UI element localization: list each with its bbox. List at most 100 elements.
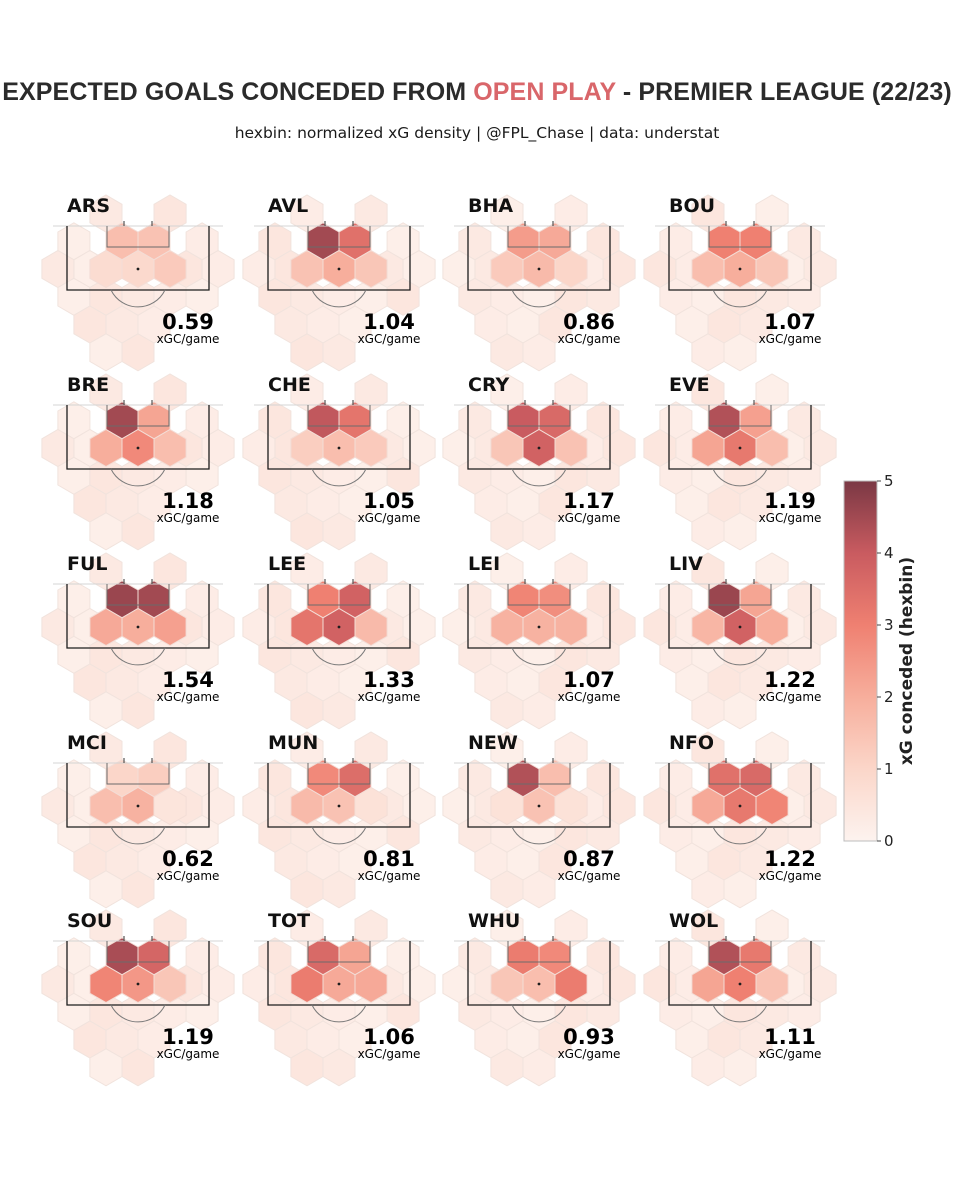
hex-cell-mid_right	[354, 428, 388, 468]
colorbar-tick-label: 5	[884, 472, 894, 490]
hex-cell-mid_right	[153, 786, 187, 826]
team-name-label: AVL	[268, 195, 308, 217]
hex-cell-background	[386, 814, 420, 853]
six-yard-box	[507, 405, 571, 427]
hex-cell-background	[322, 333, 356, 372]
penalty-arc	[311, 826, 367, 845]
xgc-value-label: 0.93	[563, 1025, 615, 1049]
penalty-box	[66, 763, 210, 828]
hex-cell-mid_right	[153, 249, 187, 289]
six-yard-box	[106, 763, 170, 785]
hex-cell-background	[586, 277, 620, 316]
penalty-box	[66, 226, 210, 291]
hex-cell-background	[121, 870, 155, 909]
six-yard-box	[106, 226, 170, 248]
xgc-value-label: 1.04	[363, 310, 415, 334]
hex-cell-mid_left	[290, 607, 324, 647]
team-name-label: BHA	[468, 195, 513, 217]
colorbar-tick-label: 1	[884, 760, 894, 778]
team-name-label: WHU	[468, 910, 520, 932]
chart-title: EXPECTED GOALS CONCEDED FROM OPEN PLAY -…	[0, 78, 954, 107]
hex-cell-background	[121, 1048, 155, 1087]
team-name-label: CHE	[268, 374, 311, 396]
hex-cell-background	[121, 333, 155, 372]
team-name-label: LEE	[268, 553, 306, 575]
penalty-spot	[337, 625, 341, 629]
hex-cell-background	[322, 1048, 356, 1087]
title-highlight: OPEN PLAY	[473, 78, 616, 106]
penalty-arc	[511, 826, 567, 845]
hex-cell-background	[386, 992, 420, 1031]
xgc-value-label: 1.22	[764, 668, 816, 692]
penalty-arc	[712, 826, 768, 845]
xgc-value-label: 1.19	[162, 1025, 214, 1049]
xgc-value-label: 0.86	[563, 310, 615, 334]
penalty-spot	[738, 446, 742, 450]
hex-cell-background	[522, 870, 556, 909]
penalty-spot	[537, 804, 541, 808]
penalty-box	[267, 763, 411, 828]
hex-cell-background	[787, 635, 821, 674]
hex-cell-mid_left	[490, 428, 524, 468]
six-yard-box	[106, 584, 170, 606]
xgc-unit-label: xGC/game	[358, 690, 421, 704]
penalty-box	[267, 405, 411, 470]
team-name-label: LEI	[468, 553, 500, 575]
xgc-value-label: 0.87	[563, 847, 615, 871]
hex-cell-mid_left	[290, 249, 324, 289]
hex-cell-mid_right	[755, 607, 789, 647]
xgc-unit-label: xGC/game	[759, 511, 822, 525]
penalty-spot	[537, 982, 541, 986]
hex-cell-mid_left	[89, 964, 123, 1004]
penalty-arc	[712, 1004, 768, 1023]
penalty-spot	[537, 446, 541, 450]
colorbar-gradient	[843, 480, 878, 842]
penalty-spot	[337, 982, 341, 986]
penalty-spot	[136, 446, 140, 450]
six-yard-box	[507, 763, 571, 785]
penalty-box	[668, 226, 812, 291]
penalty-arc	[511, 1004, 567, 1023]
xgc-unit-label: xGC/game	[157, 869, 220, 883]
xgc-unit-label: xGC/game	[157, 332, 220, 346]
penalty-box	[66, 405, 210, 470]
team-name-label: ARS	[67, 195, 110, 217]
xgc-value-label: 0.62	[162, 847, 214, 871]
hex-cell-background	[787, 277, 821, 316]
hex-cell-mid_right	[554, 249, 588, 289]
penalty-spot	[537, 625, 541, 629]
six-yard-box	[708, 405, 772, 427]
hex-cell-background	[723, 870, 757, 909]
xgc-value-label: 1.05	[363, 489, 415, 513]
hex-cell-mid_left	[290, 964, 324, 1004]
hex-cell-background	[787, 814, 821, 853]
hex-cell-mid_right	[153, 428, 187, 468]
hex-cell-background	[586, 992, 620, 1031]
xgc-unit-label: xGC/game	[759, 690, 822, 704]
xgc-value-label: 1.11	[764, 1025, 816, 1049]
six-yard-box	[708, 763, 772, 785]
penalty-spot	[738, 982, 742, 986]
hex-cell-background	[522, 333, 556, 372]
xgc-unit-label: xGC/game	[358, 1047, 421, 1061]
xgc-value-label: 1.07	[563, 668, 615, 692]
penalty-box	[267, 584, 411, 649]
xgc-value-label: 1.54	[162, 668, 214, 692]
xgc-unit-label: xGC/game	[157, 1047, 220, 1061]
team-name-label: TOT	[268, 910, 310, 932]
xgc-unit-label: xGC/game	[759, 332, 822, 346]
penalty-box	[668, 763, 812, 828]
hex-cell-background	[787, 456, 821, 495]
xgc-unit-label: xGC/game	[358, 511, 421, 525]
hex-cell-background	[586, 456, 620, 495]
team-name-label: WOL	[669, 910, 718, 932]
